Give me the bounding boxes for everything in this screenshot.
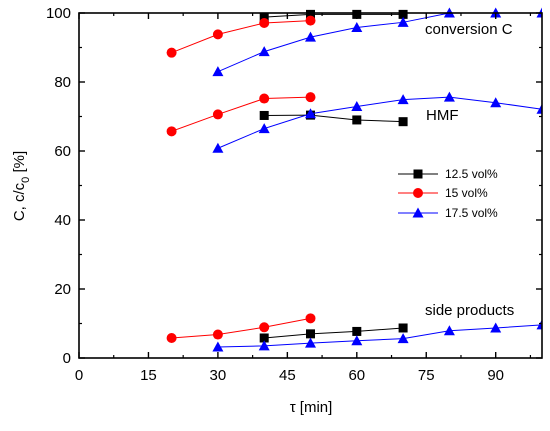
y-tick-label: 0 [63,350,71,367]
annotation-side-products: side products [425,302,514,319]
y-tick-label: 40 [54,212,71,229]
data-point-17-5-vol [443,91,455,102]
data-point-17-5-vol [305,108,316,119]
data-point-15-vol [305,15,316,26]
data-point-17-5-vol [305,337,316,348]
x-tick-label: 15 [140,367,157,384]
axis-ticks: 0 15 30 45 60 75 90 0 20 40 60 80 100 [46,5,542,384]
data-point-12-5-vol [259,12,269,22]
data-point-17-5-vol [490,97,502,108]
plot-marks [166,7,542,352]
legend-entry-15: 15 vol% [398,186,488,200]
data-point-12-5-vol [398,117,408,127]
data-point-17-5-vol [536,103,542,114]
legend-entry-12-5: 12.5 vol% [398,167,498,181]
data-point-15-vol [212,29,223,40]
data-point-17-5-vol [351,335,363,346]
series-layer [166,7,542,352]
legend-label-15: 15 vol% [445,186,488,200]
x-axis-title: τ [min] [290,399,333,416]
series-line-17-5-vol-hmf [217,96,542,149]
series-line-15-vol-hmf [171,96,311,132]
x-tick-label: 30 [210,367,227,384]
y-axis-title-unit: [%] [11,151,28,177]
y-tick-label: 100 [46,5,71,22]
y-tick-label: 20 [54,281,71,298]
legend-marker-15 [413,188,423,198]
data-point-15-vol [259,322,270,333]
series-line-12-5-vol-hmf [264,114,404,123]
y-tick-label: 80 [54,74,71,91]
data-point-17-5-vol [536,319,542,330]
y-axis-title-subscript: 0 [20,177,32,183]
data-point-17-5-vol [351,21,363,32]
annotation-hmf: HMF [426,107,459,124]
data-point-12-5-vol [352,115,362,125]
legend-entry-17-5: 17.5 vol% [398,206,498,220]
data-point-15-vol [259,93,270,104]
legend-marker-12-5 [413,169,423,179]
data-point-12-5-vol [352,326,362,336]
y-tick-label: 60 [54,143,71,160]
x-tick-label: 0 [75,367,83,384]
data-point-12-5-vol [398,9,408,19]
data-point-17-5-vol [212,66,224,77]
data-point-17-5-vol [397,333,409,344]
series-line-17-5-vol-side-products [217,324,542,348]
series-line-15-vol-conversion-c [171,20,311,54]
data-point-15-vol [259,18,270,29]
data-point-17-5-vol [212,341,224,352]
series-line-12-5-vol-conversion-c [264,13,404,18]
data-point-12-5-vol [306,9,315,19]
data-point-15-vol [166,126,177,137]
data-point-15-vol [305,92,316,103]
data-point-17-5-vol [258,340,270,351]
data-point-12-5-vol [398,323,408,333]
data-point-15-vol [166,47,177,58]
x-tick-label: 45 [279,367,296,384]
data-point-17-5-vol [351,100,363,111]
series-line-15-vol-side-products [171,317,311,339]
legend-marker-17-5 [412,207,424,218]
y-axis-title: C, c/c0 [%] [11,151,32,221]
data-point-15-vol [212,109,223,120]
x-tick-label: 60 [348,367,365,384]
legend-label-17-5: 17.5 vol% [445,206,498,220]
legend-label-12-5: 12.5 vol% [445,167,498,181]
y-axis-title-main: C, c/c [11,182,28,221]
data-point-17-5-vol [397,16,409,27]
data-point-17-5-vol [443,325,455,336]
x-tick-label: 90 [487,367,504,384]
data-point-12-5-vol [259,110,269,120]
data-point-15-vol [212,329,223,340]
data-point-15-vol [305,313,316,324]
data-point-17-5-vol [258,123,270,134]
data-point-17-5-vol [258,46,270,57]
data-point-12-5-vol [306,329,315,339]
data-point-12-5-vol [259,333,269,343]
data-point-17-5-vol [490,322,502,333]
annotation-conversion: conversion C [425,21,513,38]
data-point-17-5-vol [397,94,409,105]
data-point-15-vol [166,332,177,343]
series-line-12-5-vol-side-products [264,327,404,339]
legend: 12.5 vol% 15 vol% 17.5 vol% [398,167,498,220]
data-point-17-5-vol [212,142,224,153]
x-tick-label: 75 [418,367,435,384]
data-point-17-5-vol [305,31,316,42]
